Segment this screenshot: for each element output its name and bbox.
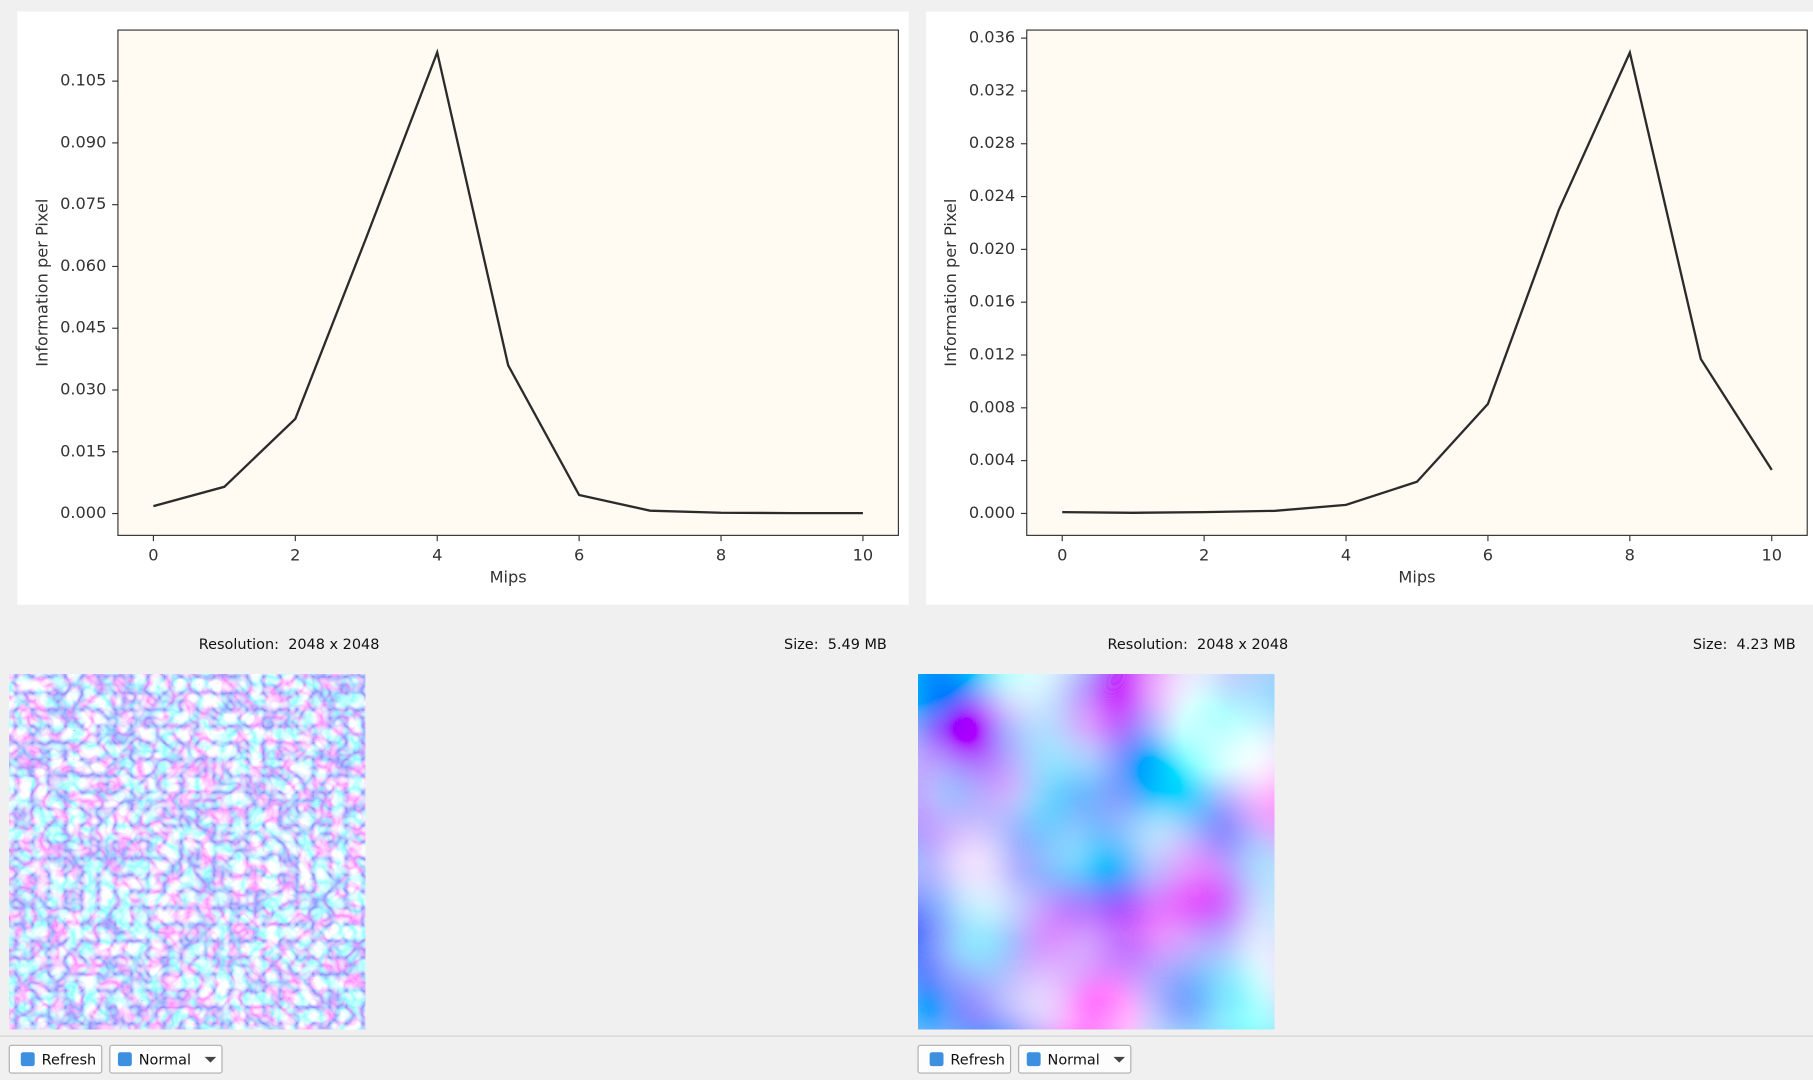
y-tick-label: 0.030 bbox=[60, 379, 106, 398]
y-tick-label: 0.020 bbox=[969, 239, 1015, 258]
x-tick-label: 4 bbox=[1341, 546, 1351, 565]
x-tick-label: 6 bbox=[574, 546, 584, 565]
x-tick-label: 2 bbox=[1199, 546, 1209, 565]
y-tick-label: 0.024 bbox=[969, 186, 1015, 205]
dropdown-text: Normal bbox=[139, 1052, 191, 1068]
refresh-icon bbox=[20, 1052, 35, 1067]
x-tick-label: 0 bbox=[1057, 546, 1067, 565]
y-tick-label: 0.004 bbox=[969, 450, 1015, 469]
texture-preview bbox=[9, 674, 366, 1030]
y-tick-label: 0.075 bbox=[60, 194, 106, 213]
y-tick-label: 0.090 bbox=[60, 132, 106, 151]
y-tick-label: 0.032 bbox=[969, 80, 1015, 99]
x-tick-label: 4 bbox=[432, 546, 442, 565]
x-tick-label: 0 bbox=[148, 546, 158, 565]
button-text: Refresh bbox=[42, 1052, 97, 1068]
y-axis-label: Information per Pixel bbox=[941, 199, 960, 367]
plot-area bbox=[1026, 29, 1808, 536]
y-tick-label: 0.012 bbox=[969, 345, 1015, 364]
refresh-icon bbox=[929, 1052, 944, 1067]
x-tick-label: 10 bbox=[853, 546, 874, 565]
mode-icon bbox=[1026, 1052, 1041, 1067]
resolution-label: Resolution: 2048 x 2048 bbox=[199, 637, 380, 653]
resolution-label: Resolution: 2048 x 2048 bbox=[1108, 637, 1289, 653]
y-tick-label: 0.045 bbox=[60, 318, 106, 337]
dropdown-text: Normal bbox=[1048, 1052, 1100, 1068]
x-tick-label: 8 bbox=[1625, 546, 1635, 565]
data-line bbox=[1062, 49, 1773, 514]
button-text: Refresh bbox=[950, 1052, 1005, 1068]
y-tick-label: 0.105 bbox=[60, 71, 106, 90]
y-tick-label: 0.000 bbox=[969, 503, 1015, 522]
mode-dropdown[interactable]: Normal bbox=[1018, 1044, 1132, 1074]
dropdown-frame bbox=[109, 1044, 223, 1074]
y-tick-label: 0.060 bbox=[60, 256, 106, 275]
x-axis-label: Mips bbox=[1398, 568, 1435, 587]
dropdown-frame bbox=[1018, 1044, 1132, 1074]
panel: 0.000 0.004 0.008 0.012 0.016 0.020 0.024 0.028… bbox=[908, 11, 1813, 1074]
x-tick-label: 8 bbox=[716, 546, 726, 565]
panels: 0.000 0.015 0.030 0.045 0.060 0.075 0.090 0.105… bbox=[0, 11, 1813, 1074]
refresh-button[interactable]: Refresh bbox=[917, 1044, 1012, 1074]
data-line bbox=[153, 48, 863, 515]
y-axis-label: Information per Pixel bbox=[32, 199, 51, 367]
texture-preview bbox=[918, 674, 1275, 1030]
size-label: Size: 4.23 MB bbox=[1693, 637, 1796, 653]
mode-dropdown[interactable]: Normal bbox=[109, 1044, 223, 1074]
refresh-button[interactable]: Refresh bbox=[8, 1044, 103, 1074]
x-axis-label: Mips bbox=[490, 568, 527, 587]
x-tick-label: 6 bbox=[1483, 546, 1493, 565]
y-tick-label: 0.036 bbox=[969, 28, 1015, 47]
y-tick-label: 0.000 bbox=[60, 503, 106, 522]
dropdown-arrow bbox=[1113, 1056, 1126, 1063]
y-tick-label: 0.008 bbox=[969, 397, 1015, 416]
y-tick-label: 0.015 bbox=[60, 441, 106, 460]
y-tick-label: 0.016 bbox=[969, 292, 1015, 311]
dropdown-arrow bbox=[204, 1056, 217, 1063]
x-tick-label: 10 bbox=[1761, 546, 1782, 565]
size-label: Size: 5.49 MB bbox=[784, 637, 887, 653]
y-tick-label: 0.028 bbox=[969, 133, 1015, 152]
plot-area bbox=[117, 29, 899, 536]
x-tick-label: 2 bbox=[290, 546, 300, 565]
panel: 0.000 0.015 0.030 0.045 0.060 0.075 0.090 0.105… bbox=[0, 11, 909, 1074]
mode-icon bbox=[117, 1052, 132, 1067]
